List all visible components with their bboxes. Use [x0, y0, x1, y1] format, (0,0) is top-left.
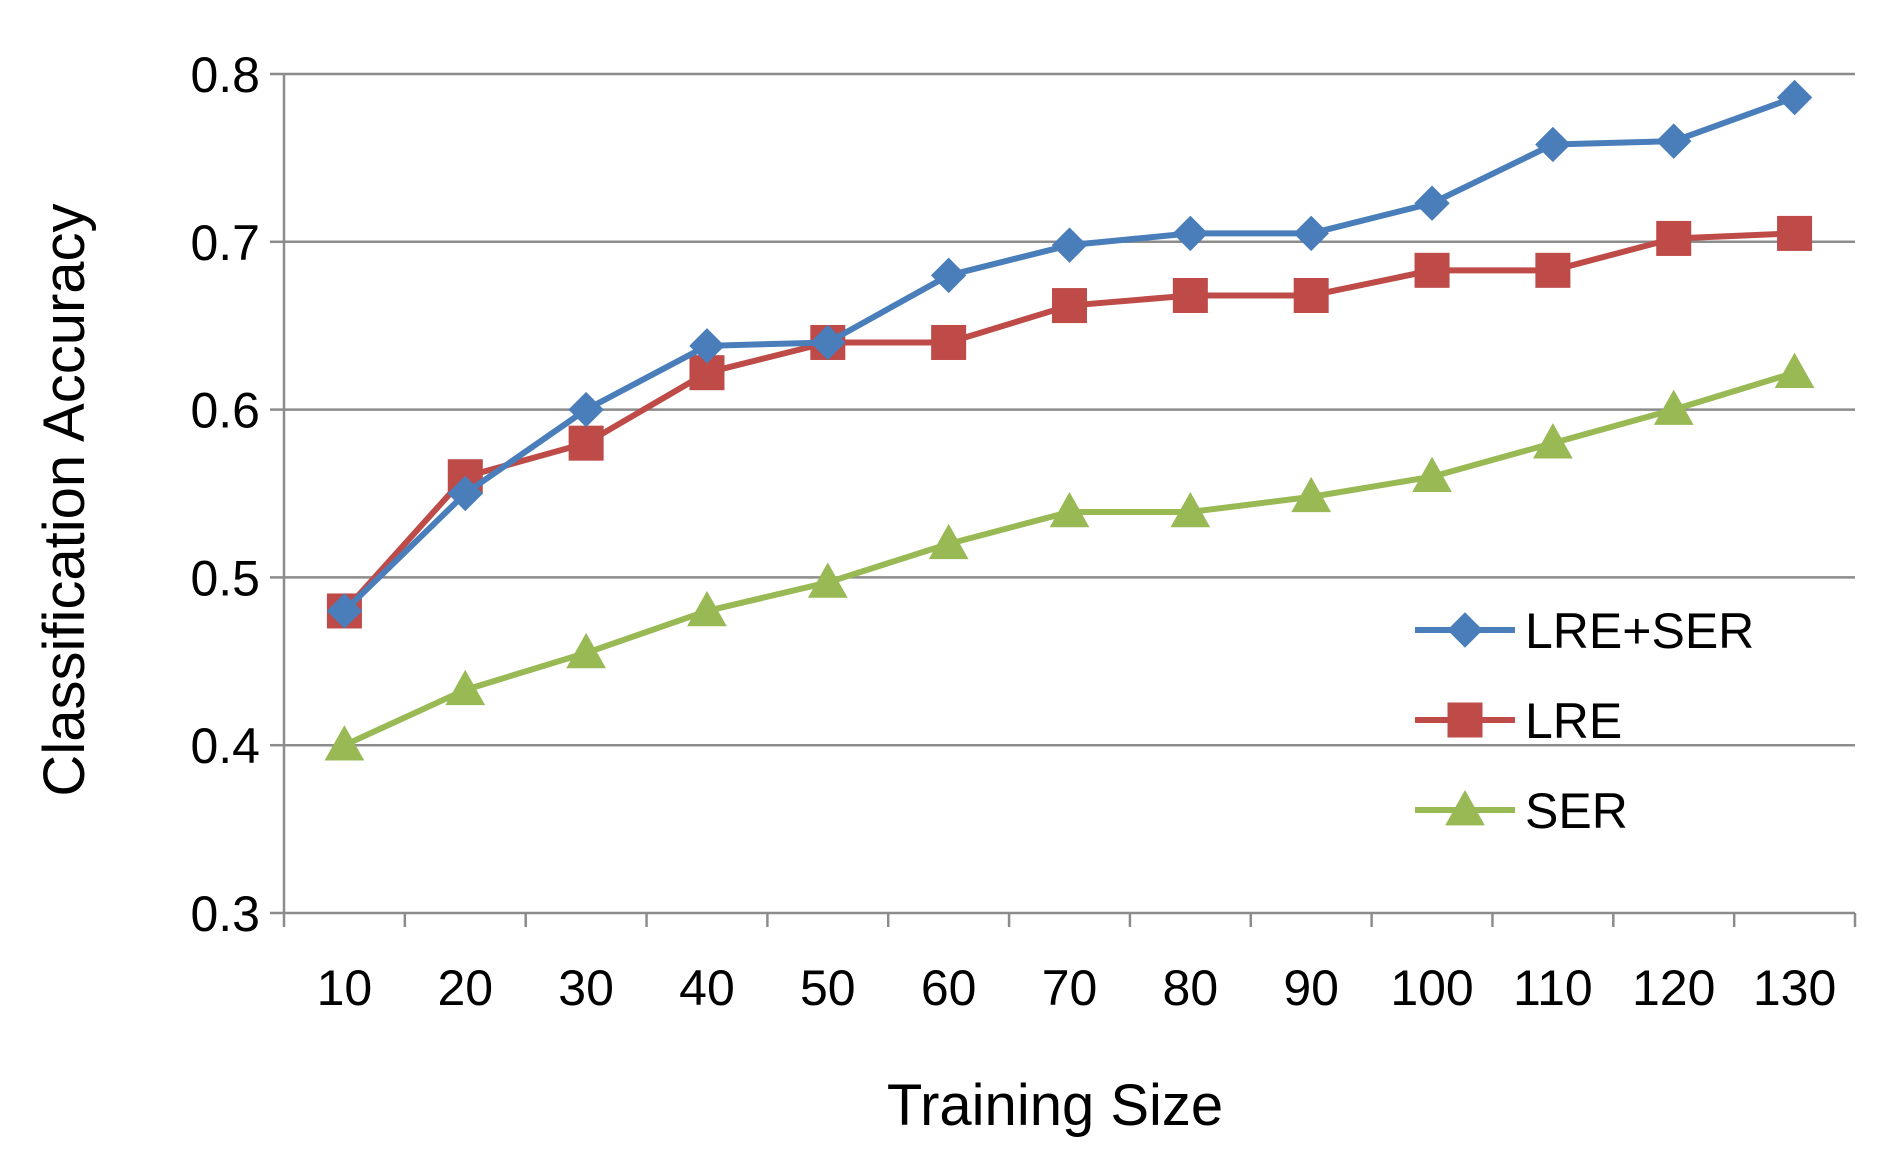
x-tick-label: 90	[1283, 960, 1339, 1016]
data-point	[1170, 491, 1211, 528]
data-point	[1051, 227, 1088, 263]
series-line	[342, 94, 1796, 614]
y-tick-label: 0.8	[190, 47, 260, 103]
legend-item: LRE+SER	[1415, 603, 1754, 659]
data-point	[1412, 456, 1452, 493]
series-ser	[324, 352, 1815, 761]
legend-item: LRE	[1415, 693, 1622, 749]
data-point	[1049, 491, 1090, 528]
data-point	[1291, 476, 1332, 513]
data-point	[1172, 277, 1208, 313]
x-tick-label: 70	[1042, 960, 1098, 1016]
y-axis-title: Classification Accuracy	[32, 203, 97, 796]
legend-label: SER	[1525, 783, 1628, 839]
data-point	[1776, 79, 1813, 116]
data-point	[1172, 215, 1209, 252]
legend-marker	[1445, 789, 1485, 826]
x-tick-label: 60	[921, 960, 977, 1016]
axes	[282, 74, 1855, 915]
y-tick-label: 0.4	[190, 718, 260, 774]
gridlines	[284, 72, 1855, 747]
x-axis-ticks: 10 20 30 40 50 60 70 80 90 100 110 120 130	[282, 913, 1857, 1016]
x-tick-label: 130	[1753, 960, 1836, 1016]
data-point	[447, 475, 483, 512]
data-point	[1777, 215, 1813, 251]
data-point	[1535, 126, 1571, 163]
data-point	[1533, 423, 1573, 459]
y-tick-label: 0.3	[190, 886, 260, 942]
data-point	[568, 425, 604, 461]
x-tick-label: 40	[679, 960, 735, 1016]
series-lre	[326, 215, 1813, 629]
data-point	[689, 328, 725, 364]
data-point	[1656, 123, 1692, 159]
series-lre-ser	[326, 79, 1813, 629]
x-tick-label: 50	[800, 960, 856, 1016]
x-tick-label: 30	[558, 960, 614, 1016]
data-point	[326, 593, 363, 629]
data-point	[687, 590, 727, 627]
x-tick-label: 120	[1632, 960, 1715, 1016]
data-point	[1414, 185, 1450, 221]
data-point	[930, 257, 967, 294]
data-point	[1656, 220, 1692, 256]
y-axis-ticks: 0.3 0.4 0.5 0.6 0.7 0.8	[190, 47, 284, 942]
data-point	[566, 632, 606, 669]
data-point	[324, 725, 365, 761]
legend-marker	[1447, 702, 1483, 738]
data-point	[1535, 252, 1571, 288]
data-point	[1293, 277, 1329, 313]
data-point	[807, 562, 848, 598]
legend-label: LRE+SER	[1525, 603, 1754, 659]
data-point	[810, 324, 846, 361]
legend: LRE+SER LRE SER	[1415, 603, 1754, 839]
data-point	[568, 391, 604, 428]
legend-marker	[1447, 612, 1483, 648]
y-tick-label: 0.5	[190, 550, 260, 606]
data-point	[445, 669, 486, 706]
data-point	[1414, 252, 1450, 288]
data-point	[1293, 215, 1329, 252]
data-point	[1653, 389, 1694, 425]
legend-label: LRE	[1525, 693, 1622, 749]
data-point	[931, 324, 967, 360]
legend-item: SER	[1415, 783, 1628, 839]
series-lines	[324, 79, 1815, 761]
x-tick-label: 80	[1163, 960, 1219, 1016]
x-tick-label: 100	[1390, 960, 1473, 1016]
y-tick-label: 0.6	[190, 383, 260, 439]
x-tick-label: 110	[1513, 960, 1593, 1016]
data-point	[1774, 352, 1815, 389]
x-tick-label: 10	[317, 960, 373, 1016]
x-tick-label: 20	[437, 960, 493, 1016]
y-tick-label: 0.7	[190, 215, 260, 271]
data-point	[928, 523, 969, 560]
x-axis-title: Training Size	[887, 1073, 1223, 1138]
data-point	[1052, 288, 1087, 324]
